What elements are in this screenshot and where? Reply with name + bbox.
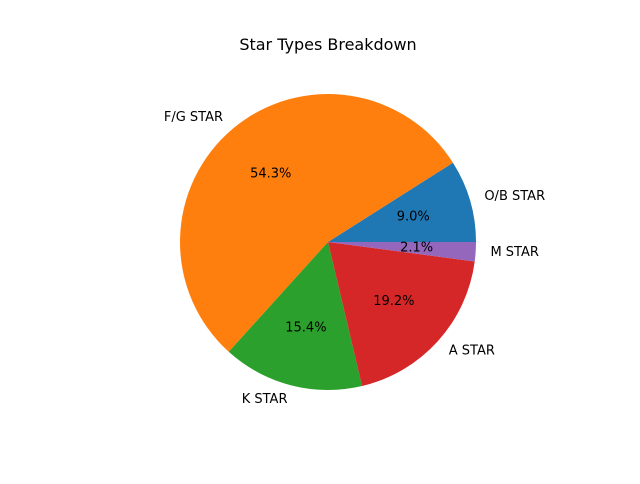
pie-slice-m-star [328,242,476,262]
slice-label-m-star: M STAR [490,245,538,260]
slice-label-k-star: K STAR [242,392,288,407]
slice-percent-k-star: 15.4% [285,321,326,336]
pie-slice-o-b-star [328,162,476,242]
chart-title: Star Types Breakdown [239,35,416,54]
pie-labels: O/B STAR 9.0% F/G STAR 54.3% K STAR 15.4% A ST… [164,110,545,407]
slice-percent-f-g-star: 54.3% [250,167,291,182]
slice-percent-o-b-star: 9.0% [397,210,430,225]
slice-label-a-star: A STAR [449,344,495,359]
pie-slice-f-g-star [179,93,453,352]
slice-percent-m-star: 2.1% [400,240,433,255]
pie-slice-a-star [328,242,475,387]
slice-label-f-g-star: F/G STAR [164,110,223,125]
slice-percent-a-star: 19.2% [373,294,414,309]
slice-label-o-b-star: O/B STAR [484,189,545,204]
pie-slices [179,93,476,391]
pie-slice-k-star [228,242,363,391]
